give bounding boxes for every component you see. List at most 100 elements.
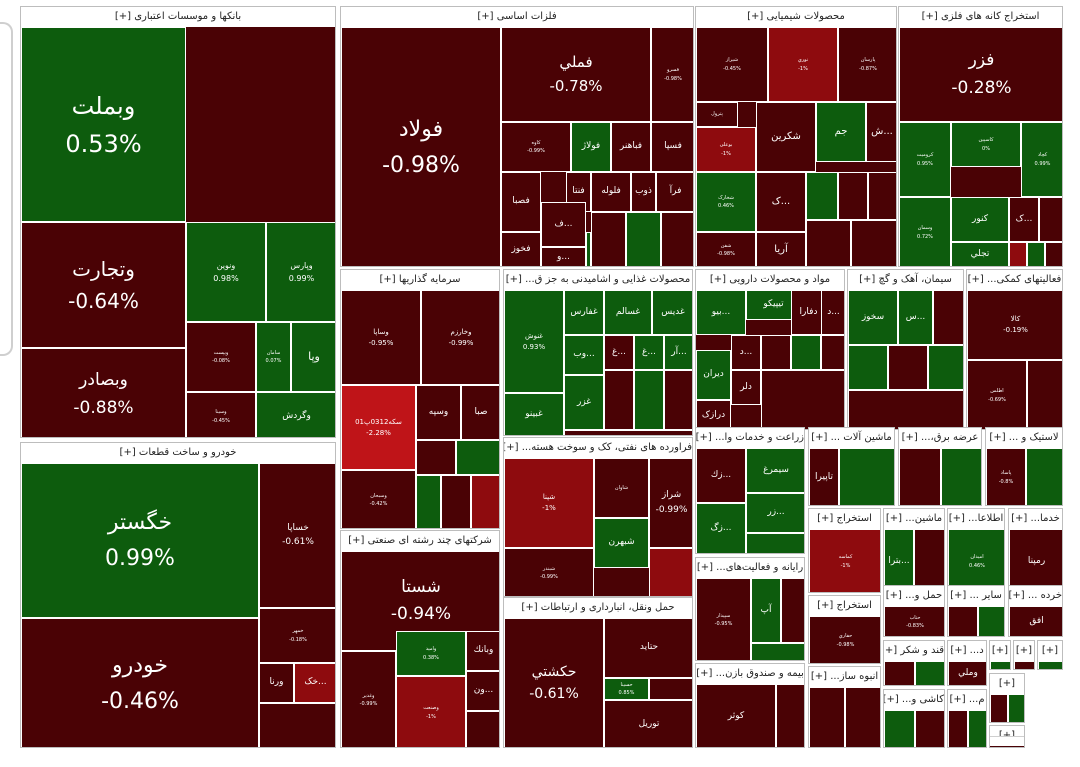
treemap-tile[interactable]: وتجارت -0.64% (21, 222, 186, 348)
treemap-tile[interactable]: شبندر -0.99% (504, 548, 594, 596)
treemap-tile[interactable]: ديران (696, 350, 731, 400)
treemap-tile-minor[interactable] (933, 290, 963, 345)
treemap-tile-minor[interactable] (1026, 448, 1062, 505)
sector-title[interactable]: استخراج [+] (809, 596, 880, 617)
treemap-tile-minor[interactable] (978, 606, 1004, 636)
treemap-tile-minor[interactable] (838, 172, 868, 220)
treemap-tile[interactable]: بوعلی -1% (696, 127, 756, 172)
treemap-tile[interactable]: آپ (751, 578, 781, 643)
sector-title[interactable]: بانکها و موسسات اعتباری [+] (21, 7, 335, 28)
treemap-tile[interactable]: بترا... (884, 529, 914, 592)
treemap-tile-minor[interactable] (1045, 242, 1062, 266)
sector-title[interactable]: فلزات اساسی [+] (341, 7, 693, 28)
treemap-tile-minor[interactable] (809, 687, 845, 747)
treemap-tile-minor[interactable] (259, 703, 335, 747)
treemap-tile[interactable]: فسپا (651, 122, 693, 172)
treemap-tile-minor[interactable] (990, 661, 1010, 669)
treemap-tile-minor[interactable] (1038, 661, 1062, 669)
treemap-tile[interactable]: آر... (664, 335, 692, 370)
sector-title[interactable]: خدما... [+] (1009, 509, 1062, 530)
treemap-tile[interactable]: حفاري -0.98% (809, 616, 880, 663)
treemap-tile[interactable]: کالا -0.19% (967, 290, 1062, 360)
treemap-tile[interactable]: شخارک 0.46% (696, 172, 756, 232)
treemap-tile[interactable]: تجلي (951, 242, 1009, 266)
treemap-tile[interactable]: شبهرن (594, 518, 649, 568)
treemap-tile-minor[interactable] (1008, 694, 1024, 722)
treemap-tile-minor[interactable] (751, 643, 804, 660)
treemap-tile-minor[interactable] (948, 606, 978, 636)
sector-title[interactable]: خرده ... [+] (1009, 586, 1062, 607)
sector-title[interactable]: استخراج کانه های فلزی [+] (899, 7, 1062, 28)
treemap-tile[interactable]: د... (731, 335, 761, 370)
treemap-tile[interactable]: کاسپین 0% (951, 122, 1021, 167)
treemap-tile[interactable]: غزر (564, 375, 604, 430)
treemap-tile[interactable]: فسرو -0.98% (651, 27, 693, 122)
treemap-tile[interactable]: وملي (948, 661, 986, 685)
treemap-tile[interactable]: خساپا -0.61% (259, 463, 335, 608)
treemap-tile[interactable]: ف... (541, 202, 586, 247)
sector-title[interactable]: [+] (1014, 641, 1034, 662)
treemap-tile[interactable]: فلوله (591, 172, 631, 212)
treemap-tile-minor[interactable] (761, 370, 844, 429)
treemap-tile-minor[interactable] (776, 684, 804, 747)
treemap-tile-minor[interactable] (664, 370, 692, 430)
treemap-tile-minor[interactable] (661, 212, 693, 266)
treemap-tile-minor[interactable] (851, 220, 896, 266)
treemap-tile[interactable]: زك... (696, 448, 746, 503)
treemap-tile-minor[interactable] (990, 694, 1008, 722)
treemap-tile[interactable]: سکه0312پ01 -2.28% (341, 385, 416, 470)
treemap-tile[interactable]: حکشتي -0.61% (504, 618, 604, 747)
treemap-tile[interactable]: سيمرغ (746, 448, 804, 493)
treemap-tile-minor[interactable] (781, 578, 804, 643)
sector-title[interactable]: حمل ونقل، انبارداری و ارتباطات [+] (504, 598, 692, 619)
sector-title[interactable]: سیمان، آهک و گچ [+] (848, 270, 963, 291)
treemap-tile[interactable]: غنوش 0.93% (504, 290, 564, 393)
sector-title[interactable]: عرضه برق،... [+] (899, 428, 981, 449)
treemap-tile[interactable]: ویپست -0.08% (186, 322, 256, 392)
sector-title[interactable]: کاشی و... [+] (884, 690, 944, 711)
sector-title[interactable]: لاستیک و ... [+] (986, 428, 1062, 449)
sector-title[interactable]: شرکتهای چند رشته ای صنعتی [+] (341, 531, 499, 552)
treemap-tile[interactable]: فرآ (656, 172, 693, 212)
treemap-tile[interactable]: غبينو (504, 393, 564, 435)
treemap-tile[interactable]: کروميت 0.95% (899, 122, 951, 197)
sector-title[interactable]: د... [+] (948, 641, 986, 662)
treemap-tile[interactable]: سخوز (848, 290, 898, 345)
sector-title[interactable]: ماشین... [+] (884, 509, 944, 530)
treemap-tile-minor[interactable] (1027, 360, 1062, 429)
treemap-tile[interactable]: درازک (696, 400, 731, 429)
treemap-tile-minor[interactable] (948, 710, 968, 747)
treemap-tile[interactable]: وب... (564, 335, 604, 375)
treemap-tile-minor[interactable] (968, 710, 986, 747)
treemap-tile[interactable]: شیراز -0.45% (696, 27, 768, 102)
sector-title[interactable]: استخراج [+] (809, 509, 880, 530)
treemap-tile[interactable]: وخارزم -0.99% (421, 290, 499, 385)
treemap-tile-minor[interactable] (649, 678, 692, 700)
treemap-tile[interactable]: سامان 0.07% (256, 322, 291, 392)
treemap-tile[interactable]: توريل (604, 700, 692, 747)
treemap-tile-minor[interactable] (928, 345, 963, 390)
treemap-tile-minor[interactable] (884, 661, 915, 685)
sector-title[interactable]: بیمه و صندوق بازن... [+] (696, 664, 804, 685)
treemap-tile-minor[interactable] (868, 172, 896, 220)
treemap-tile-minor[interactable] (1027, 242, 1045, 266)
treemap-tile[interactable]: شکرین (756, 102, 816, 172)
treemap-tile-minor[interactable] (899, 448, 941, 505)
treemap-tile-minor[interactable] (564, 430, 692, 435)
treemap-tile[interactable]: ک... (756, 172, 806, 232)
sector-title[interactable]: فعالیتهای کمکی... [+] (967, 270, 1062, 291)
treemap-tile[interactable]: زر... (746, 493, 804, 533)
treemap-tile[interactable]: واميد 0.38% (396, 631, 466, 676)
sector-title[interactable]: قند و شکر [+] (884, 641, 944, 662)
treemap-tile[interactable]: خمهر -0.18% (259, 608, 335, 663)
treemap-tile-minor[interactable] (591, 212, 626, 266)
treemap-tile[interactable]: صبا (461, 385, 499, 440)
treemap-tile-minor[interactable] (761, 335, 791, 370)
treemap-tile-minor[interactable] (821, 335, 844, 370)
treemap-tile-minor[interactable] (915, 661, 944, 685)
treemap-tile-minor[interactable] (941, 448, 981, 505)
treemap-tile[interactable]: ورنا (259, 663, 294, 703)
treemap-tile[interactable]: ونوین 0.98% (186, 222, 266, 322)
treemap-tile[interactable]: امیدان 0.46% (948, 529, 1004, 592)
treemap-tile[interactable]: وغدير -0.99% (341, 651, 396, 747)
